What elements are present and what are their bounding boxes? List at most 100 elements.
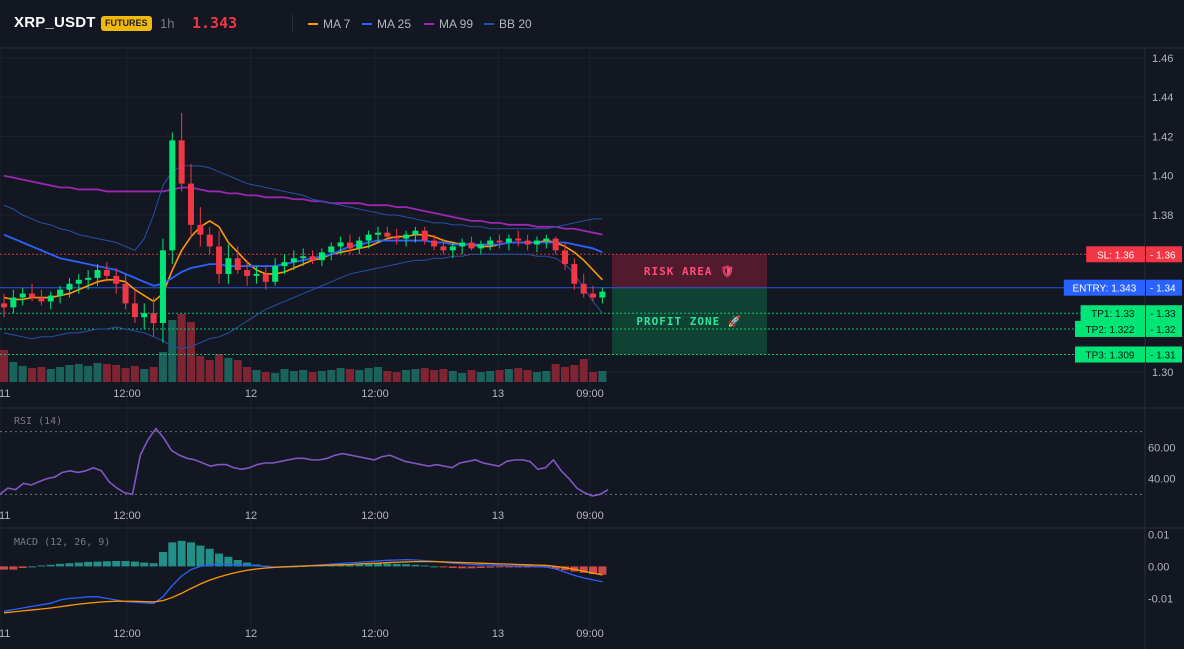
candle [505,234,512,251]
candle [19,287,26,306]
legend-ma99[interactable]: MA 99 [424,17,473,31]
bb20-swatch [484,23,494,25]
candle [113,268,120,294]
volume-bar [579,359,588,382]
price-tick-label: 1.44 [1152,92,1173,104]
candle [57,285,64,304]
rsi-tick-label: 60.00 [1148,442,1176,454]
volume-bar [187,322,195,382]
volume-bar [252,370,261,382]
candle [47,291,54,310]
time-axis-label: 12:00 [113,388,141,400]
candle-body [599,291,606,298]
candle-body [188,183,194,225]
series-line-ma-99 [3,174,603,236]
macd-line [3,559,603,612]
macd-histogram-bar [187,542,195,567]
candle-body [141,313,148,318]
macd-histogram-bar [112,560,121,567]
volume-bar [299,370,308,382]
level-tag-2: TP1: 1.33 - 1.33 [1080,305,1182,322]
candle [38,289,45,306]
volume-bar [317,371,326,382]
volume-bar [168,320,177,382]
level-price-bg [1146,279,1182,296]
macd-histogram-bar [18,566,27,568]
candle-body [29,293,36,298]
candle-body [412,230,419,235]
volume-bar [532,372,541,382]
candle-body [234,258,241,271]
candle-body [244,270,251,276]
rsi-line [0,427,609,497]
level-price-bg [1146,346,1182,363]
candle-body [580,283,587,294]
volume-bar [28,368,37,382]
macd-histogram-bar [504,566,513,568]
volume-bar [233,360,242,382]
volume-bar [495,370,504,382]
price-tick-label: 1.38 [1152,210,1173,222]
candle [412,226,419,243]
volume-bar [121,368,130,382]
profit-zone-label: PROFIT ZONE 🚀 [636,315,742,328]
volume-bar [392,372,401,382]
level-tag-0: SL: 1.36 - 1.36 [1086,246,1182,263]
candle [150,297,157,337]
volume-bar [589,372,598,382]
candle-body [57,289,64,296]
legend-ma7-label: MA 7 [323,17,351,31]
volume-bar [561,367,569,382]
volume-bar [224,358,233,382]
candle [449,242,456,259]
macd-histogram-bar [336,564,345,567]
time-axis-label: 11 [0,388,10,400]
level-price-label: - 1.31 [1150,350,1176,361]
candle [318,248,325,267]
macd-tick-label: 0.01 [1148,529,1169,541]
candle [10,289,17,314]
candle [384,226,391,241]
macd-histogram-bar [177,540,186,567]
macd-histogram-bar [205,548,214,567]
rsi-pane[interactable]: RSI (14) [0,416,1145,497]
candle [477,240,484,255]
legend-bb20-label: BB 20 [499,17,532,31]
volume-bar [289,371,298,382]
price-pane[interactable]: RISK AREA 🛡 PROFIT ZONE 🚀 SL: 1.36 - 1.36 E… [0,112,1182,382]
candle-body [225,258,232,274]
candle-body [533,240,540,245]
legend-ma7[interactable]: MA 7 [308,17,350,31]
candle-body [38,297,45,302]
candle-body [590,293,597,298]
macd-pane[interactable]: MACD (12, 26, 9) [0,537,607,614]
candle-body [356,240,363,249]
candle [197,207,204,247]
candle-body [487,240,494,245]
series-line-bb-20-lower [3,253,603,350]
candle-body [459,242,466,247]
volume-bar [308,372,317,382]
candle [328,242,335,261]
legend-ma25[interactable]: MA 25 [362,17,411,31]
macd-histogram-bar [486,566,495,568]
last-price: 1.343 [192,14,238,32]
candle-body [421,230,428,241]
level-tag-bg [1086,246,1145,263]
candle-body [85,277,92,280]
legend-bb20[interactable]: BB 20 [484,17,532,31]
symbol-name[interactable]: XRP_USDT [14,14,96,31]
candle-body [122,283,129,304]
macd-histogram-bar [467,566,476,569]
volume-bar [9,362,18,382]
volume-bar [336,368,345,382]
time-axis-label: 09:00 [576,628,604,640]
candle-body [562,250,568,265]
price-tick-label: 1.42 [1152,131,1173,143]
rsi-tick-label: 40.00 [1148,474,1176,486]
futures-badge: FUTURES [101,16,152,31]
candle [253,266,260,284]
timeframe-selector[interactable]: 1h [160,16,175,31]
level-price-bg [1146,246,1182,263]
